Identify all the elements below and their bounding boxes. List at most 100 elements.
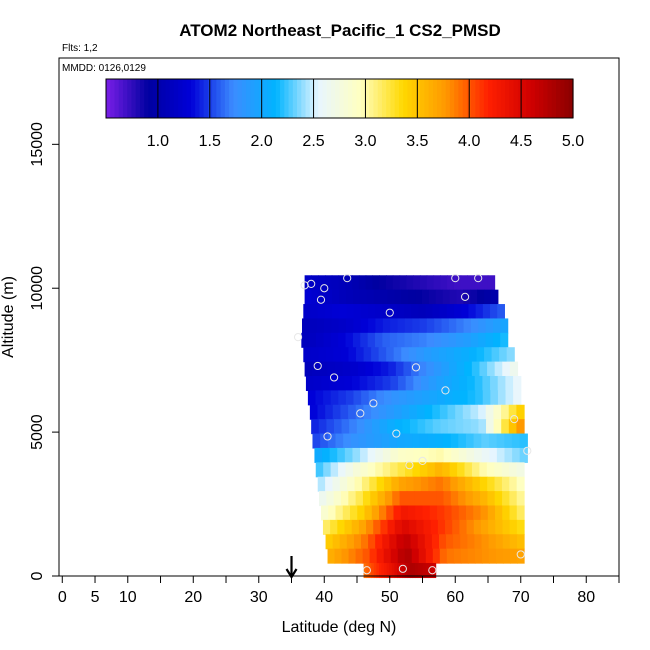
heatmap-cell <box>414 390 423 406</box>
heatmap-cell <box>397 318 406 334</box>
heatmap-cell <box>480 505 489 521</box>
x-axis-label: Latitude (deg N) <box>282 619 397 636</box>
heatmap-cell <box>375 304 383 320</box>
sample-point <box>510 415 519 424</box>
heatmap-cell <box>458 505 467 521</box>
colorbar-swatch <box>122 79 128 118</box>
heatmap-cell <box>324 318 332 334</box>
heatmap-cell <box>504 433 513 449</box>
heatmap-cell <box>404 433 413 449</box>
heatmap-cell <box>449 289 458 305</box>
heatmap-cell <box>310 347 319 363</box>
heatmap-cell <box>303 347 312 363</box>
heatmap-cell <box>474 534 483 550</box>
heatmap-cell <box>334 548 343 564</box>
heatmap-cell <box>391 476 400 492</box>
heatmap-cell <box>481 548 490 564</box>
heatmap-cell <box>459 519 468 535</box>
heatmap-cell <box>478 419 487 435</box>
colorbar-swatch <box>309 79 315 118</box>
heatmap-cell <box>440 275 448 291</box>
heatmap-cell <box>404 318 413 334</box>
x-tick-label: 80 <box>577 589 595 606</box>
heatmap-cell <box>478 318 487 334</box>
sample-point <box>316 295 326 304</box>
heatmap-cell <box>463 332 472 348</box>
y-tick-label: 5000 <box>29 414 46 450</box>
colorbar-swatch <box>114 79 120 118</box>
x-tick-label: 5 <box>91 589 100 606</box>
heatmap-cell <box>516 505 525 521</box>
heatmap-cell <box>441 332 450 348</box>
heatmap-cell <box>452 390 461 406</box>
heatmap-cell <box>470 419 480 435</box>
heatmap-cell <box>490 390 499 406</box>
colorbar-swatch <box>207 79 213 118</box>
heatmap-cell <box>502 505 511 521</box>
colorbar-swatch <box>220 79 226 118</box>
heatmap-cell <box>458 433 467 449</box>
heatmap-cell <box>505 375 514 391</box>
heatmap-cell <box>435 476 444 492</box>
heatmap-cell <box>490 375 499 391</box>
heatmap-cell <box>423 347 432 363</box>
heatmap-cell <box>516 404 525 420</box>
heatmap-cell <box>304 289 313 305</box>
heatmap-cell <box>338 275 346 291</box>
heatmap-cell <box>398 447 407 463</box>
heatmap-cell <box>473 433 482 449</box>
colorbar-swatch <box>449 79 455 118</box>
heatmap-cell <box>481 447 490 463</box>
heatmap-cell <box>349 419 358 435</box>
heatmap-cell <box>448 419 457 435</box>
heatmap-cell <box>366 289 375 305</box>
heatmap-cell <box>320 433 329 449</box>
heatmap-cell <box>465 476 474 492</box>
heatmap-cell <box>426 361 435 377</box>
heatmap-cell <box>406 491 415 507</box>
heatmap-cell <box>443 447 452 463</box>
heatmap-cell <box>380 519 389 535</box>
colorbar-swatch <box>199 79 205 118</box>
colorbar-tick-label: 4.0 <box>458 133 480 150</box>
heatmap-cell <box>464 361 473 377</box>
heatmap-cell <box>419 318 428 334</box>
x-tick-label: 70 <box>512 589 530 606</box>
heatmap-cell <box>479 476 488 492</box>
heatmap-cell <box>421 375 430 391</box>
heatmap-cell <box>301 332 310 348</box>
sample-point <box>343 274 352 283</box>
heatmap-cell <box>376 476 385 492</box>
heatmap-cell <box>356 419 365 435</box>
heatmap-cell <box>433 563 437 579</box>
heatmap-cell <box>419 275 428 291</box>
sample-point <box>313 361 322 371</box>
colorbar-swatch <box>178 79 184 118</box>
heatmap-cell <box>412 318 421 334</box>
heatmap-cell <box>380 361 389 377</box>
colorbar-swatch <box>118 79 124 118</box>
heatmap-cell <box>438 347 448 363</box>
heatmap-cell <box>394 563 398 579</box>
heatmap-cell <box>386 275 394 291</box>
colorbar-swatch <box>229 79 234 118</box>
colorbar-swatch <box>288 79 294 118</box>
heatmap-cell <box>419 433 429 449</box>
heatmap-cell <box>389 534 398 550</box>
heatmap-cell <box>482 304 491 320</box>
x-axis: 0 5 10 20 30 40 50 60 70 80 <box>58 576 620 606</box>
heatmap-cell <box>516 534 525 550</box>
heatmap-cell <box>444 505 453 521</box>
heatmap-cell <box>373 433 383 449</box>
heatmap-cell <box>382 462 391 478</box>
heatmap-cell <box>487 275 496 291</box>
heatmap-cell <box>328 505 337 521</box>
heatmap-cell <box>511 433 521 449</box>
heatmap-cell <box>341 548 350 564</box>
heatmap-cell <box>361 534 369 550</box>
colorbar-swatch <box>135 79 141 118</box>
colorbar-swatch <box>505 79 510 118</box>
heatmap-cell <box>414 491 423 507</box>
heatmap-cell <box>318 419 327 435</box>
heatmap-cell <box>438 534 447 550</box>
